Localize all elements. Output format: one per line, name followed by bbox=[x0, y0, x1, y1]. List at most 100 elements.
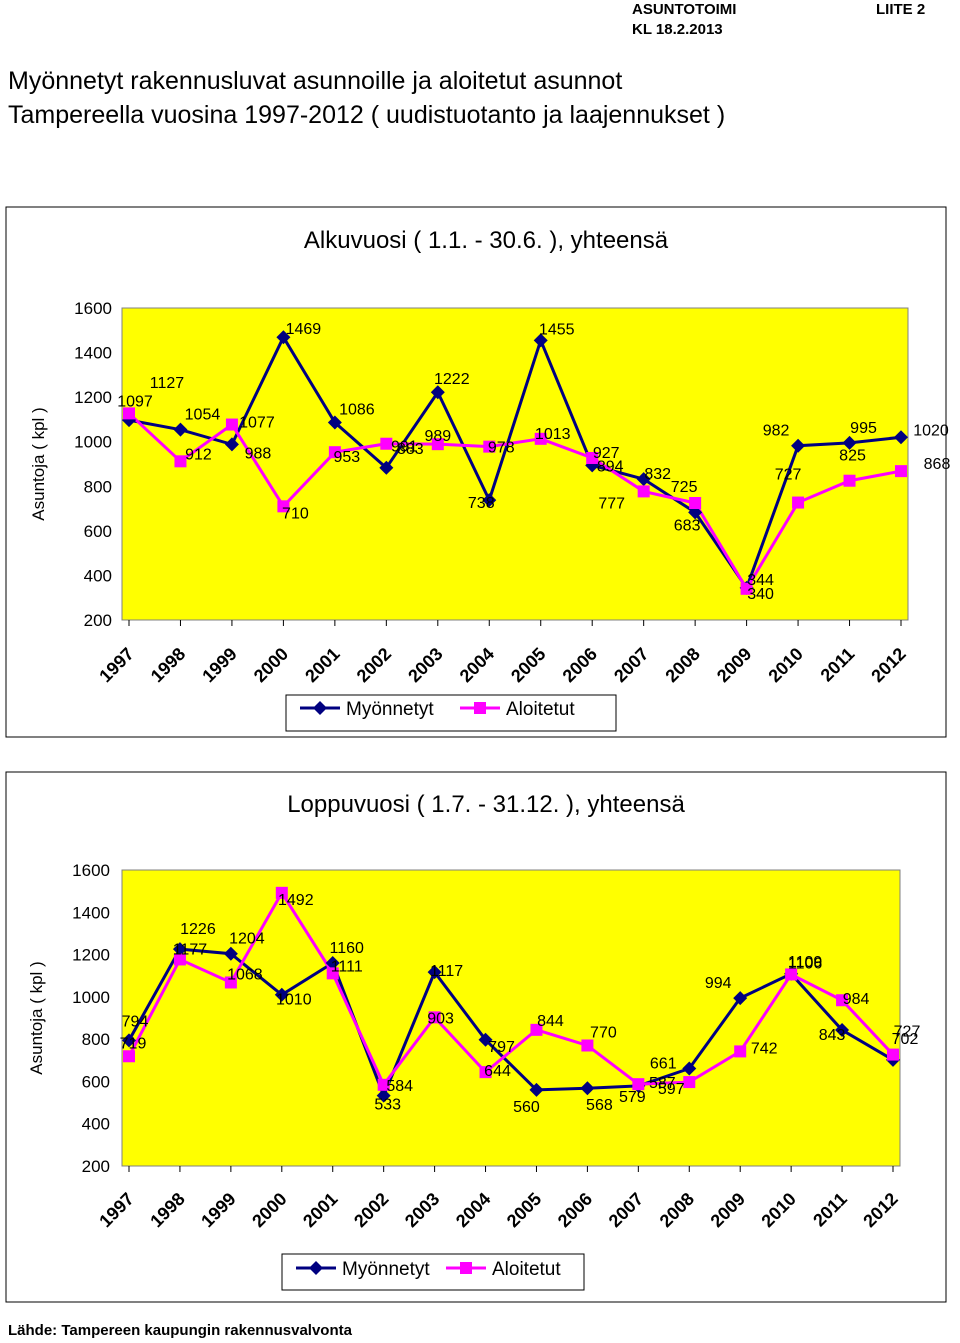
series-line-myönnetyt bbox=[127, 947, 894, 1100]
point-myonnetyt bbox=[478, 1032, 493, 1047]
data-label: 725 bbox=[671, 479, 698, 496]
data-label: 991 bbox=[391, 439, 418, 456]
point-aloitetut bbox=[483, 440, 496, 453]
data-label: 868 bbox=[924, 456, 951, 473]
legend-marker bbox=[474, 702, 486, 714]
data-label: 894 bbox=[597, 458, 624, 475]
page-title-line1: Myönnetyt rakennusluvat asunnoille ja al… bbox=[8, 67, 623, 95]
point-aloitetut bbox=[275, 886, 288, 899]
point-aloitetut bbox=[689, 497, 702, 509]
y-tick-label: 1400 bbox=[72, 903, 110, 922]
point-aloitetut bbox=[224, 976, 237, 989]
data-label: 982 bbox=[763, 423, 790, 440]
y-tick-label: 1200 bbox=[72, 946, 110, 965]
data-label: 1222 bbox=[434, 371, 470, 388]
data-label: 587 bbox=[649, 1075, 676, 1092]
data-label: 683 bbox=[674, 517, 701, 534]
point-aloitetut bbox=[836, 994, 849, 1007]
data-label: 1127 bbox=[150, 375, 185, 392]
data-label: 994 bbox=[705, 975, 732, 992]
point-myonnetyt bbox=[224, 437, 239, 452]
data-label: 568 bbox=[586, 1097, 613, 1114]
data-label: 644 bbox=[484, 1063, 511, 1080]
y-tick-label: 800 bbox=[84, 477, 112, 496]
point-aloitetut bbox=[887, 1048, 899, 1061]
data-label: 832 bbox=[644, 466, 671, 483]
data-label: 1086 bbox=[339, 402, 375, 419]
series-line-aloitetut bbox=[127, 889, 895, 1088]
data-label: 727 bbox=[775, 467, 802, 484]
data-label: 738 bbox=[468, 495, 495, 512]
data-label: 1068 bbox=[227, 966, 263, 983]
y-tick-label: 1600 bbox=[74, 299, 112, 318]
point-aloitetut bbox=[895, 465, 907, 478]
data-label: 1111 bbox=[331, 958, 363, 975]
data-label: 770 bbox=[590, 1024, 617, 1041]
page-title-line2: Tampereella vuosina 1997-2012 ( uudistuo… bbox=[8, 101, 726, 129]
data-label: 727 bbox=[894, 1024, 921, 1041]
data-label: 661 bbox=[650, 1056, 677, 1073]
data-label: 344 bbox=[747, 572, 774, 589]
data-label: 797 bbox=[488, 1039, 515, 1056]
point-myonnetyt bbox=[636, 472, 651, 487]
chart-alkuvuosi: Alkuvuosi ( 1.1. - 30.6. ), yhteensä Asun… bbox=[5, 206, 951, 738]
chart-loppuvuosi: Loppuvuosi ( 1.7. - 31.12. ), yhteensä As… bbox=[5, 771, 947, 1303]
data-label: 1160 bbox=[330, 940, 365, 957]
y-axis-label: Asuntoja ( kpl ) bbox=[27, 961, 46, 1074]
point-myonnetyt bbox=[172, 942, 187, 957]
y-axis-label: Asuntoja ( kpl ) bbox=[29, 407, 48, 520]
point-myonnetyt bbox=[173, 422, 188, 437]
data-label: 1106 bbox=[788, 955, 823, 972]
point-myonnetyt bbox=[533, 333, 548, 348]
point-aloitetut bbox=[632, 1078, 645, 1091]
source-note: Lähde: Tampereen kaupungin rakennusvalvo… bbox=[8, 1322, 352, 1339]
data-label: 903 bbox=[427, 1010, 454, 1027]
point-myonnetyt bbox=[327, 415, 342, 430]
data-label: 1226 bbox=[180, 921, 216, 938]
legend-box bbox=[285, 694, 617, 732]
point-myonnetyt bbox=[529, 1082, 544, 1097]
y-tick-label: 400 bbox=[82, 1115, 110, 1134]
y-tick-label: 1000 bbox=[74, 433, 112, 452]
data-label: 597 bbox=[658, 1081, 685, 1098]
legend-label: Myönnetyt bbox=[346, 699, 434, 720]
data-label: 978 bbox=[488, 440, 515, 457]
y-tick-label: 1200 bbox=[74, 388, 112, 407]
data-label: 883 bbox=[397, 441, 424, 458]
point-myonnetyt bbox=[376, 1088, 391, 1103]
data-label: 1077 bbox=[239, 415, 275, 432]
point-aloitetut bbox=[380, 437, 393, 450]
data-label: 742 bbox=[751, 1040, 778, 1057]
data-label: 533 bbox=[374, 1097, 401, 1114]
data-label: 1492 bbox=[278, 892, 314, 909]
data-label: 953 bbox=[334, 449, 361, 466]
point-myonnetyt bbox=[791, 438, 806, 453]
data-label: 1109 bbox=[788, 954, 823, 971]
point-aloitetut bbox=[785, 968, 798, 981]
point-myonnetyt bbox=[276, 330, 291, 345]
data-label: 777 bbox=[598, 495, 625, 512]
point-aloitetut bbox=[431, 438, 444, 451]
point-myonnetyt bbox=[733, 991, 748, 1006]
point-aloitetut bbox=[843, 474, 856, 487]
data-label: 1020 bbox=[913, 422, 949, 439]
point-aloitetut bbox=[792, 496, 805, 509]
series-line-aloitetut bbox=[127, 412, 902, 592]
point-aloitetut bbox=[734, 1045, 747, 1058]
point-aloitetut bbox=[683, 1076, 696, 1089]
data-label: 984 bbox=[843, 991, 870, 1008]
y-tick-label: 1400 bbox=[74, 344, 112, 363]
data-label: 710 bbox=[282, 505, 309, 522]
point-myonnetyt bbox=[427, 965, 442, 980]
data-label: 1455 bbox=[539, 321, 575, 338]
point-myonnetyt bbox=[122, 1033, 136, 1048]
legend-label: Aloitetut bbox=[492, 1259, 561, 1280]
point-myonnetyt bbox=[430, 385, 445, 400]
data-label: 995 bbox=[850, 420, 877, 437]
legend-label: Aloitetut bbox=[506, 699, 575, 720]
point-aloitetut bbox=[225, 418, 238, 431]
y-tick-label: 600 bbox=[84, 522, 112, 541]
data-label: 1117 bbox=[430, 963, 463, 980]
data-label: 584 bbox=[386, 1078, 413, 1095]
point-myonnetyt bbox=[223, 946, 238, 961]
